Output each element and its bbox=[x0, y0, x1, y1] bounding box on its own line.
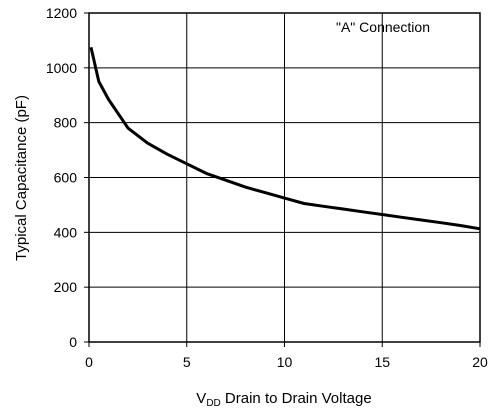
x-tick-label: 15 bbox=[374, 354, 390, 370]
x-axis-title-rest: Drain to Drain Voltage bbox=[221, 390, 372, 407]
y-tick-label: 1200 bbox=[46, 5, 77, 21]
x-axis-title: VDD Drain to Drain Voltage bbox=[196, 390, 371, 409]
y-tick-labels: 0 200 400 600 800 1000 1200 bbox=[46, 5, 77, 350]
grid-lines bbox=[89, 13, 480, 342]
x-tick-label: 10 bbox=[277, 354, 293, 370]
y-axis-title: Typical Capacitance (pF) bbox=[13, 95, 30, 261]
y-tick-label: 1000 bbox=[46, 60, 77, 76]
y-tick-label: 0 bbox=[69, 334, 77, 350]
y-tick-label: 600 bbox=[54, 170, 78, 186]
x-tick-label: 0 bbox=[85, 354, 93, 370]
y-tick-label: 400 bbox=[54, 224, 78, 240]
x-axis-title-v: V bbox=[196, 390, 206, 407]
x-axis-title-subscript: DD bbox=[206, 398, 220, 409]
chart-annotation: "A" Connection bbox=[336, 19, 430, 35]
y-tick-label: 800 bbox=[54, 115, 78, 131]
x-tick-label: 20 bbox=[472, 354, 488, 370]
series-line-capacitance bbox=[89, 46, 481, 231]
axis-ticks bbox=[84, 12, 481, 347]
y-tick-label: 200 bbox=[54, 279, 78, 295]
x-tick-labels: 0 5 10 15 20 bbox=[85, 354, 488, 370]
x-tick-label: 5 bbox=[183, 354, 191, 370]
